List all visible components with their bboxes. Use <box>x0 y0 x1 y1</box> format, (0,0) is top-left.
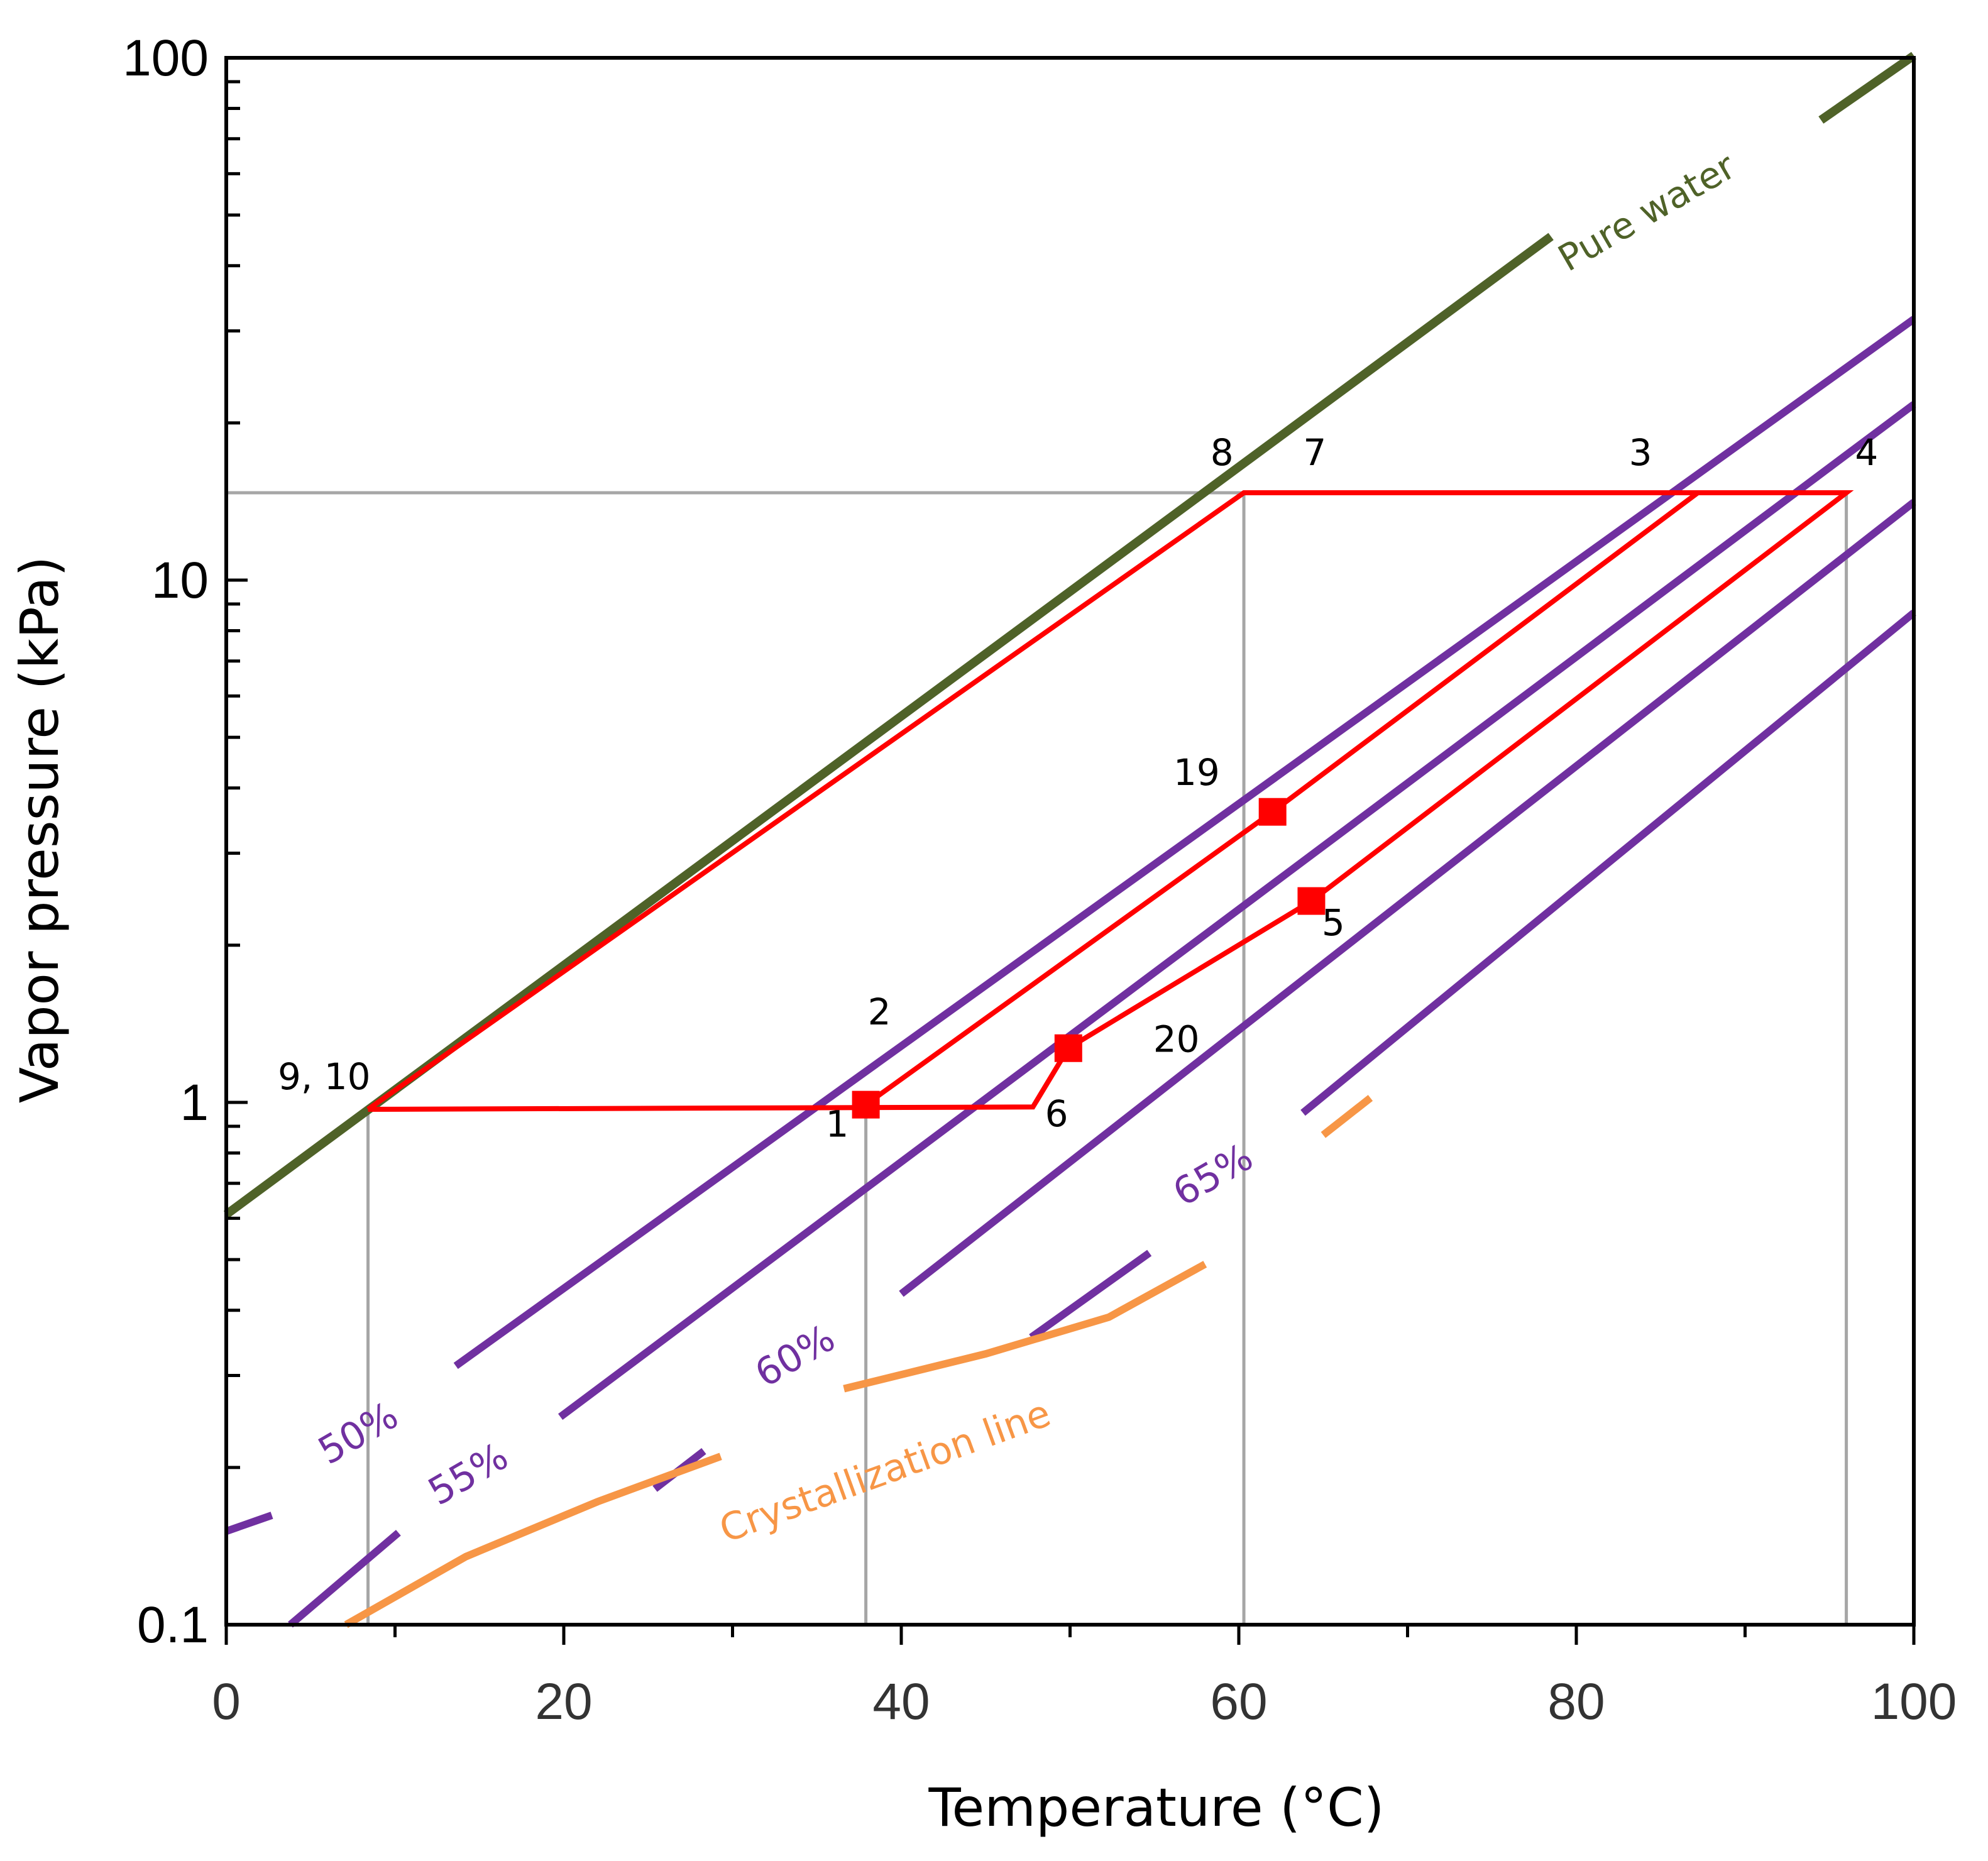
series-label-pure-water: Pure water <box>1551 145 1743 280</box>
state-point-marker-20 <box>1054 1034 1082 1062</box>
x-tick-label: 60 <box>1210 1673 1267 1730</box>
series-55-segment <box>288 1530 401 1628</box>
x-tick-label: 40 <box>872 1673 930 1730</box>
plot-frame <box>224 56 1916 1627</box>
guide-lines-layer <box>226 491 1848 1625</box>
state-point-label-6: 6 <box>1045 1092 1068 1135</box>
series-60-segment <box>899 499 1916 1297</box>
series-crystallization-line-segment <box>843 1261 1207 1393</box>
series-pure-water-segment <box>1818 52 1916 124</box>
state-point-marker-1 <box>852 1090 880 1119</box>
axes-layer: 0.1 1 10 100 0 20 40 60 80 100 <box>123 30 1957 1730</box>
series-label-crystallization-line: Crystallization line <box>714 1392 1057 1552</box>
series-label-50: 50% <box>311 1393 405 1473</box>
series-label-60: 60% <box>748 1316 842 1396</box>
series-label-55: 55% <box>421 1434 515 1514</box>
series-label-65: 65% <box>1166 1135 1260 1215</box>
y-axis-title: Vapor pressure (kPa) <box>9 556 70 1103</box>
series-55-segment <box>558 401 1916 1420</box>
y-tick-label: 10 <box>151 552 209 609</box>
state-point-label-8: 8 <box>1211 431 1234 474</box>
state-point-label-3: 3 <box>1629 431 1652 474</box>
series-absorption-cycle-segment <box>366 490 1854 1112</box>
state-point-label-1: 1 <box>826 1102 849 1145</box>
y-tick-label: 1 <box>180 1074 209 1131</box>
state-point-label-2: 2 <box>868 991 891 1033</box>
x-tick-label: 20 <box>535 1673 592 1730</box>
state-point-label-20: 20 <box>1153 1018 1200 1060</box>
x-tick-label: 0 <box>212 1673 241 1730</box>
state-point-label-5: 5 <box>1322 901 1345 944</box>
point-labels-layer: Pure water 50%55% 60% 65% Crystallization li… <box>278 145 1878 1552</box>
state-point-marker-5 <box>1297 887 1326 915</box>
series-65-segment <box>1029 1249 1152 1341</box>
y-tick-label: 0.1 <box>137 1596 209 1654</box>
state-point-label-9-10: 9, 10 <box>278 1055 371 1098</box>
series-layer <box>223 52 1916 1628</box>
x-axis-title: Temperature (°C) <box>928 1777 1385 1838</box>
state-point-label-19: 19 <box>1173 751 1220 794</box>
state-point-label-4: 4 <box>1855 431 1878 474</box>
x-tick-label: 80 <box>1547 1673 1605 1730</box>
x-tick-label: 100 <box>1871 1673 1957 1730</box>
y-tick-label: 100 <box>123 30 209 87</box>
series-crystallization-line-segment <box>1321 1095 1373 1138</box>
state-point-marker-19 <box>1258 798 1287 826</box>
markers-layer <box>852 798 1326 1119</box>
series-65-segment <box>1300 610 1916 1116</box>
series-crystallization-line-segment <box>344 1452 722 1628</box>
state-point-label-7: 7 <box>1303 431 1326 474</box>
series-50-segment <box>225 1512 273 1535</box>
